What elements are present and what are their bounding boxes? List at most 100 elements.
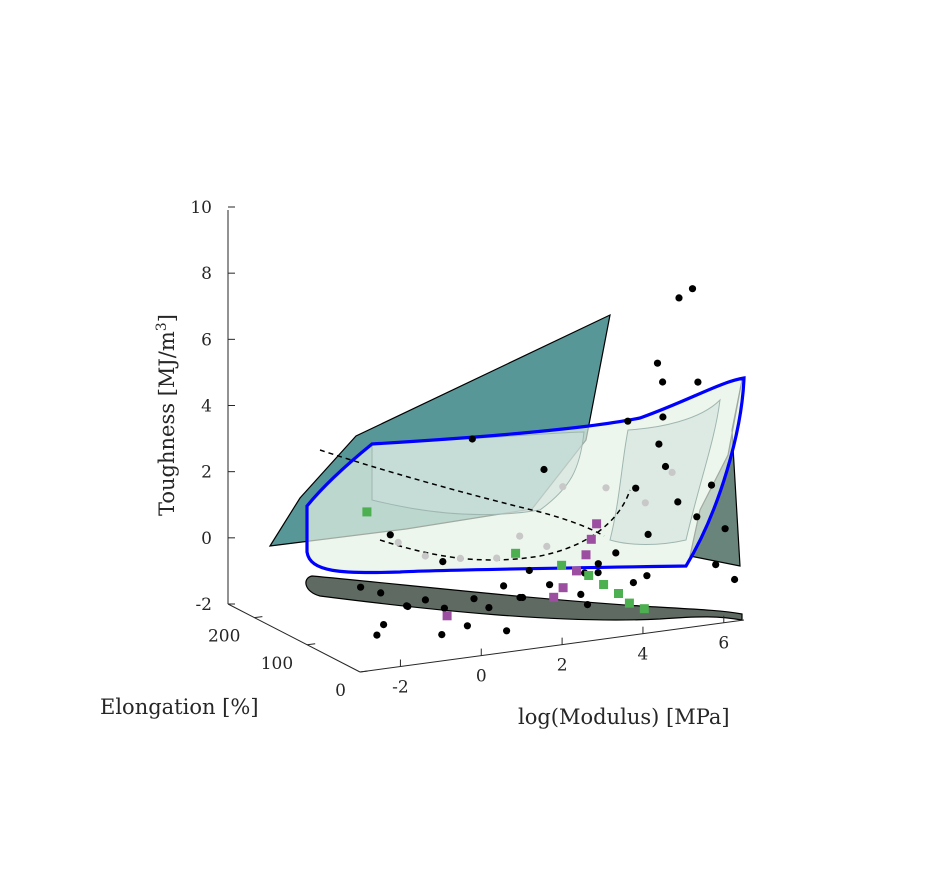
data-point-s0-38 [731, 575, 739, 584]
data-point-s0-24 [612, 549, 620, 557]
data-point-s1-7 [668, 468, 676, 476]
data-point-s1-2 [493, 554, 501, 562]
data-point-s0-11 [485, 604, 493, 612]
data-point-s2-3 [584, 571, 594, 580]
data-point-s0-3 [386, 531, 394, 539]
x-tick-1: 0 [476, 667, 487, 687]
data-point-s2-6 [624, 598, 634, 608]
data-point-s0-42 [655, 440, 663, 448]
data-point-s1-6 [641, 499, 649, 507]
z-tick-3: 4 [201, 397, 212, 417]
data-point-s0-34 [688, 285, 697, 293]
data-point-s0-25 [629, 579, 638, 587]
data-point-s3-4 [581, 550, 591, 560]
data-point-s0-16 [525, 566, 533, 575]
data-point-s2-5 [614, 589, 623, 598]
y-tick-2: 200 [208, 627, 240, 647]
data-point-s3-0 [442, 611, 452, 621]
data-point-s3-6 [592, 519, 602, 529]
z-axis-label: Toughness [MJ/m3] [154, 314, 179, 516]
data-point-s2-1 [511, 548, 521, 558]
data-point-s0-27 [643, 572, 651, 580]
data-point-s0-23 [594, 569, 602, 577]
data-point-s1-4 [559, 483, 567, 491]
data-point-s0-5 [404, 602, 412, 611]
data-point-s0-32 [659, 378, 667, 386]
data-point-s0-29 [653, 359, 662, 367]
data-point-s0-1 [380, 621, 388, 629]
data-point-s0-47 [583, 601, 592, 609]
data-point-s0-41 [674, 498, 682, 506]
data-point-s0-17 [546, 581, 554, 589]
blue-boundary [305, 376, 746, 575]
data-point-s1-9 [543, 542, 551, 551]
z-tick-4: 6 [201, 330, 212, 350]
data-point-s0-30 [659, 413, 667, 421]
x-tick-2: 2 [557, 656, 568, 676]
z-tick-6: 10 [190, 198, 212, 218]
data-point-s2-2 [557, 560, 567, 570]
data-point-s0-28 [632, 484, 640, 492]
data-point-s0-35 [694, 378, 702, 386]
data-point-s0-12 [468, 435, 476, 443]
data-point-s0-37 [721, 525, 729, 533]
data-point-s0-39 [712, 561, 720, 569]
z-tick-1: 0 [201, 529, 212, 549]
y-tick-1: 100 [261, 654, 293, 674]
data-point-s0-40 [693, 513, 701, 521]
z-tick-0: -2 [195, 595, 212, 615]
data-point-s0-43 [644, 530, 652, 539]
data-point-s3-2 [558, 583, 568, 593]
data-point-s0-10 [470, 595, 478, 603]
dashed-curve-lower [379, 489, 631, 561]
y-tick-0: 0 [335, 681, 346, 701]
data-point-s0-7 [440, 604, 448, 612]
z-axis-label-tail: ] [155, 314, 179, 322]
data-point-s3-5 [586, 534, 596, 544]
data-point-s1-3 [516, 532, 524, 540]
dashed-curve-upper [319, 449, 605, 537]
data-point-s0-6 [421, 596, 429, 604]
z-tick-5: 8 [201, 264, 212, 284]
z-tick-2: 2 [201, 463, 212, 483]
y-tick-mark-0 [359, 670, 369, 673]
data-point-s0-18 [540, 465, 548, 474]
data-point-s2-4 [599, 580, 609, 589]
data-point-s0-22 [594, 560, 602, 568]
data-point-s0-15 [519, 593, 527, 602]
data-point-s0-9 [463, 622, 471, 630]
scatter-points [357, 285, 739, 639]
data-point-s1-0 [394, 538, 402, 547]
data-point-s0-31 [661, 462, 670, 471]
x-axis-line [359, 619, 745, 673]
data-point-s0-45 [438, 631, 446, 639]
inner-sheet-right [609, 398, 721, 545]
data-point-s1-5 [602, 484, 610, 492]
data-point-s0-44 [373, 631, 381, 639]
data-point-s0-26 [624, 417, 632, 425]
x-tick-4: 6 [718, 634, 729, 654]
data-point-s2-7 [639, 604, 649, 614]
data-point-s0-36 [707, 481, 716, 489]
y-axis-label: Elongation [%] [100, 695, 259, 719]
x-axis-label: log(Modulus) [MPa] [518, 705, 730, 729]
z-axis-label-sup: 3 [154, 322, 170, 331]
y-tick-mark-1 [307, 643, 316, 646]
data-point-s0-20 [577, 590, 585, 599]
y-axis-line [227, 603, 361, 673]
data-point-s2-0 [362, 507, 372, 517]
data-point-s1-8 [456, 554, 464, 563]
data-point-s0-46 [503, 627, 511, 635]
data-point-s3-1 [549, 592, 559, 602]
data-point-s0-8 [439, 558, 447, 566]
x-tick-0: -2 [392, 678, 409, 698]
inner-sheet [371, 431, 585, 515]
data-point-s0-13 [500, 582, 508, 590]
data-point-s1-1 [421, 552, 429, 560]
y-tick-mark-2 [254, 616, 263, 619]
data-point-s0-33 [675, 294, 683, 302]
data-point-s3-3 [572, 566, 581, 576]
z-axis-label-main: Toughness [MJ/m [155, 331, 179, 516]
